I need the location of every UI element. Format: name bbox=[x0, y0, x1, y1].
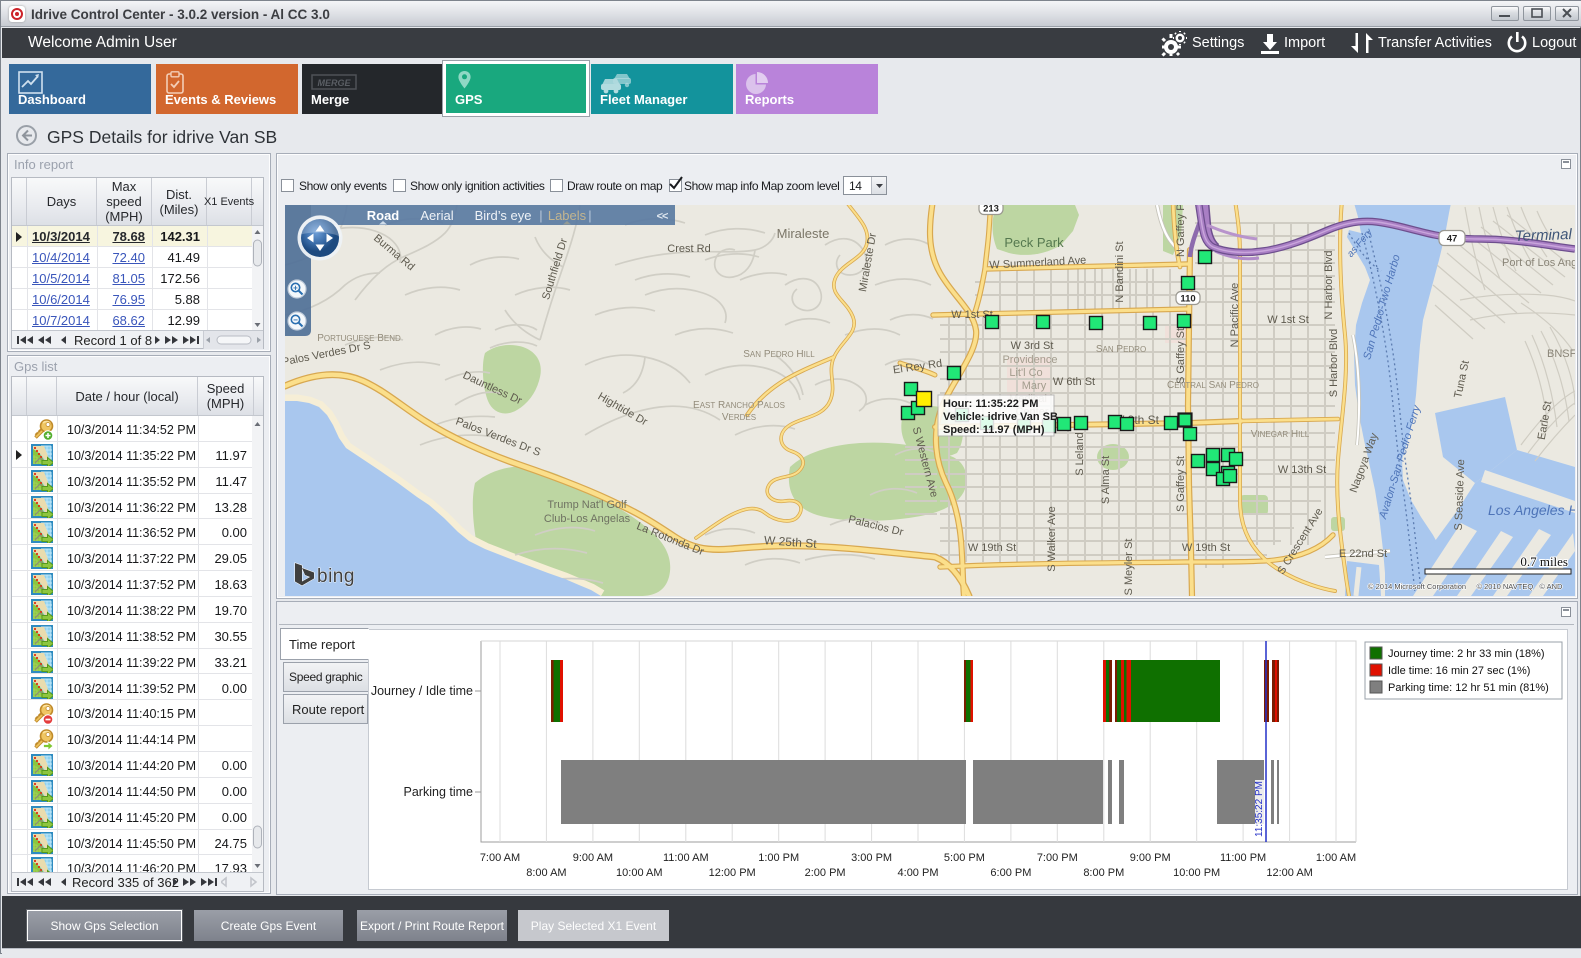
svg-text:Providence: Providence bbox=[1002, 354, 1057, 366]
svg-text:1:00 PM: 1:00 PM bbox=[758, 852, 799, 864]
svg-text:Bird’s eye: Bird’s eye bbox=[475, 208, 532, 223]
svg-text:VERDES: VERDES bbox=[722, 412, 756, 423]
svg-text:10:00 PM: 10:00 PM bbox=[1173, 867, 1220, 879]
svg-text:S Leland: S Leland bbox=[1074, 432, 1086, 475]
svg-text:S Alma St: S Alma St bbox=[1100, 456, 1112, 504]
svg-text:11:00 AM: 11:00 AM bbox=[663, 852, 709, 864]
svg-text:W 25th St: W 25th St bbox=[764, 533, 818, 551]
svg-text:CENTRAL SAN PEDRO: CENTRAL SAN PEDRO bbox=[1167, 380, 1259, 391]
svg-text:5:00 PM: 5:00 PM bbox=[944, 852, 985, 864]
svg-text:BNSF-Port: BNSF-Port bbox=[1547, 348, 1575, 360]
svg-text:7:00 PM: 7:00 PM bbox=[1037, 852, 1078, 864]
svg-text:W 6th St: W 6th St bbox=[1053, 376, 1095, 388]
svg-text:N Gaffey Pl: N Gaffey Pl bbox=[1175, 205, 1187, 257]
svg-text:SAN PEDRO HILL: SAN PEDRO HILL bbox=[743, 349, 815, 360]
svg-text:W 13th St: W 13th St bbox=[1278, 464, 1326, 476]
svg-text:W 3rd St: W 3rd St bbox=[1011, 340, 1054, 352]
svg-text:Lit'l Co: Lit'l Co bbox=[1009, 367, 1042, 379]
svg-text:Club-Los Angelas: Club-Los Angelas bbox=[544, 513, 631, 525]
svg-text:Journey time: 2 hr 33 min (18%: Journey time: 2 hr 33 min (18%) bbox=[1388, 648, 1545, 660]
svg-text:<<: << bbox=[657, 211, 668, 223]
svg-text:213: 213 bbox=[983, 205, 999, 215]
svg-text:Road: Road bbox=[367, 208, 400, 223]
svg-text:SAN PEDRO: SAN PEDRO bbox=[1096, 344, 1146, 355]
svg-text:Parking time: Parking time bbox=[404, 785, 474, 799]
svg-text:9:00 PM: 9:00 PM bbox=[1130, 852, 1171, 864]
svg-text:W 19th St: W 19th St bbox=[968, 542, 1016, 554]
svg-text:|: | bbox=[588, 208, 591, 223]
svg-text:Crest Rd: Crest Rd bbox=[667, 243, 710, 255]
svg-text:|: | bbox=[539, 208, 542, 223]
svg-text:N Pacific Ave: N Pacific Ave bbox=[1229, 283, 1241, 348]
svg-text:N Bandini St: N Bandini St bbox=[1114, 241, 1126, 302]
svg-text:W 1st St: W 1st St bbox=[951, 309, 993, 321]
svg-text:Port of Los Angel: Port of Los Angel bbox=[1502, 257, 1575, 269]
svg-text:0.7 miles: 0.7 miles bbox=[1520, 554, 1568, 569]
svg-text:S Harbor Blvd: S Harbor Blvd bbox=[1328, 329, 1340, 397]
svg-text:Speed: 11.97 (MPH): Speed: 11.97 (MPH) bbox=[943, 424, 1045, 436]
svg-text:12:00 AM: 12:00 AM bbox=[1266, 867, 1312, 879]
svg-text:Hour: 11:35:22 PM: Hour: 11:35:22 PM bbox=[943, 398, 1038, 410]
svg-text:8:00 AM: 8:00 AM bbox=[526, 867, 566, 879]
svg-text:VINEGAR HILL: VINEGAR HILL bbox=[1251, 429, 1310, 440]
svg-text:3:00 PM: 3:00 PM bbox=[851, 852, 892, 864]
svg-text:S Walker Ave: S Walker Ave bbox=[1046, 506, 1058, 571]
svg-text:8:00 PM: 8:00 PM bbox=[1083, 867, 1124, 879]
svg-text:EAST RANCHO PALOS: EAST RANCHO PALOS bbox=[693, 400, 785, 411]
svg-text:© 2014 Microsoft Corporation: © 2014 Microsoft Corporation © 2010 NAVT… bbox=[1368, 582, 1563, 591]
svg-text:Terminal Is: Terminal Is bbox=[1515, 225, 1575, 245]
svg-text:Peck Park: Peck Park bbox=[1004, 235, 1064, 250]
svg-text:W 1st St: W 1st St bbox=[1267, 314, 1309, 326]
svg-text:12:00 PM: 12:00 PM bbox=[709, 867, 756, 879]
svg-text:N Harbor Blvd: N Harbor Blvd bbox=[1323, 250, 1335, 319]
svg-text:S Meyler St: S Meyler St bbox=[1123, 539, 1135, 596]
svg-text:bing: bing bbox=[317, 566, 355, 587]
svg-text:MERGE: MERGE bbox=[317, 78, 351, 88]
svg-text:2:00 PM: 2:00 PM bbox=[805, 867, 846, 879]
svg-text:11:00 PM: 11:00 PM bbox=[1220, 852, 1266, 864]
svg-text:PORTUGUESE BEND: PORTUGUESE BEND bbox=[317, 333, 401, 344]
svg-text:10:00 AM: 10:00 AM bbox=[616, 867, 662, 879]
svg-text:+: + bbox=[293, 284, 298, 293]
svg-text:7:00 AM: 7:00 AM bbox=[480, 852, 520, 864]
svg-text:−: − bbox=[293, 316, 298, 325]
svg-text:1:00 AM: 1:00 AM bbox=[1316, 852, 1356, 864]
svg-text:W Summerland Ave: W Summerland Ave bbox=[989, 254, 1087, 271]
svg-text:Mary: Mary bbox=[1022, 380, 1047, 392]
svg-text:Aerial: Aerial bbox=[420, 208, 453, 223]
svg-text:11:35:22 PM: 11:35:22 PM bbox=[1254, 781, 1265, 837]
svg-text:S Gaffey St: S Gaffey St bbox=[1175, 456, 1187, 512]
svg-text:Idle time: 16 min 27 sec (1%): Idle time: 16 min 27 sec (1%) bbox=[1388, 665, 1530, 677]
svg-text:6:00 PM: 6:00 PM bbox=[990, 867, 1031, 879]
svg-text:Miraleste: Miraleste bbox=[777, 226, 830, 241]
svg-text:4:00 PM: 4:00 PM bbox=[898, 867, 939, 879]
svg-text:47: 47 bbox=[1447, 234, 1458, 245]
svg-text:Vehicle: idrive Van SB: Vehicle: idrive Van SB bbox=[943, 411, 1058, 423]
svg-text:S Gaffey St: S Gaffey St bbox=[1175, 328, 1187, 384]
svg-text:Journey / Idle time: Journey / Idle time bbox=[371, 684, 473, 698]
svg-text:110: 110 bbox=[1180, 294, 1195, 305]
svg-text:Trump Nat'l Golf: Trump Nat'l Golf bbox=[547, 499, 627, 511]
svg-text:S Seaside Ave: S Seaside Ave bbox=[1453, 459, 1467, 531]
svg-text:Parking time: 12 hr 51 min (81: Parking time: 12 hr 51 min (81%) bbox=[1388, 682, 1549, 694]
svg-text:E 22nd St: E 22nd St bbox=[1339, 548, 1387, 560]
svg-text:Labels: Labels bbox=[548, 208, 587, 223]
svg-text:W 19th St: W 19th St bbox=[1182, 542, 1230, 554]
svg-text:9:00 AM: 9:00 AM bbox=[573, 852, 613, 864]
svg-text:Los Angeles Harb: Los Angeles Harb bbox=[1488, 502, 1575, 518]
